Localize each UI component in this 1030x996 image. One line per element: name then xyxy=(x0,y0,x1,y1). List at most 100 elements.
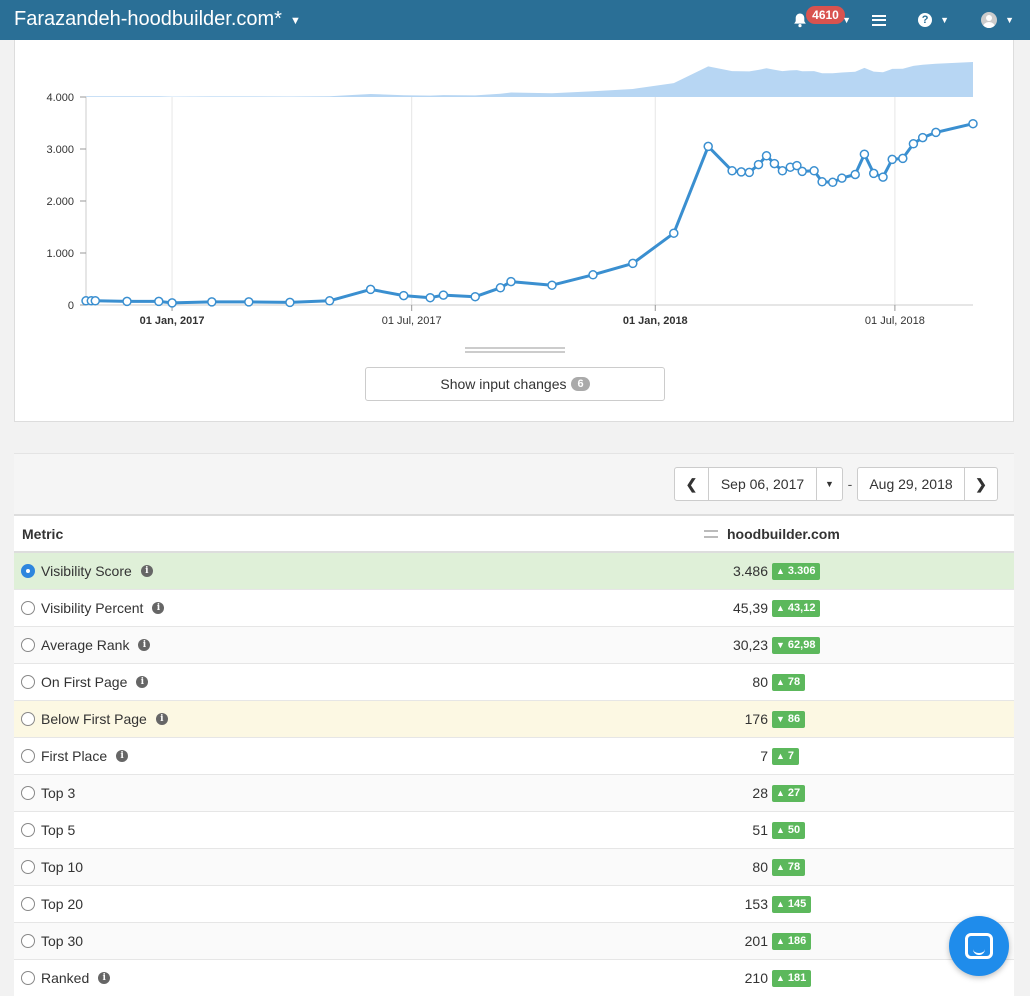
metric-column-header: Metric xyxy=(22,525,64,542)
table-row[interactable]: On First Page i 80 ▲ 78 xyxy=(14,664,1014,701)
chevron-up-icon: ▲ xyxy=(776,936,785,946)
table-row[interactable]: Below First Page i 176 ▼ 86 xyxy=(14,701,1014,738)
metric-value: 80 xyxy=(752,859,768,875)
metric-change-value: 27 xyxy=(787,787,801,799)
previous-date-button[interactable]: ❮ xyxy=(674,467,709,501)
info-circle-icon[interactable]: i xyxy=(116,750,129,762)
table-row[interactable]: Top 20 153 ▲ 145 xyxy=(14,886,1014,923)
metric-label: Top 20 xyxy=(41,896,83,912)
data-point xyxy=(809,166,819,176)
table-row[interactable]: Visibility Score i 3.486 ▲ 3.306 xyxy=(14,553,1014,590)
project-title: Farazandeh-hoodbuilder.com* xyxy=(14,8,282,30)
info-circle-icon[interactable]: i xyxy=(98,972,111,984)
top-navbar: Farazandeh-hoodbuilder.com* ▼ 4610 ▼ ? ▼… xyxy=(0,0,1030,40)
info-circle-icon[interactable]: i xyxy=(138,639,151,651)
metric-radio[interactable] xyxy=(21,712,35,726)
next-date-button[interactable]: ❯ xyxy=(965,467,998,501)
data-point xyxy=(438,290,449,300)
project-switcher[interactable]: Farazandeh-hoodbuilder.com* ▼ xyxy=(14,8,301,31)
chevron-down-icon: ▼ xyxy=(940,15,950,25)
metric-radio[interactable] xyxy=(21,786,35,800)
table-row[interactable]: Visibility Percent i 45,39 ▲ 43,12 xyxy=(14,590,1014,627)
projects-list-button[interactable] xyxy=(856,0,902,40)
y-tick-label: 1.000 xyxy=(46,248,74,260)
data-point xyxy=(908,139,919,149)
show-input-changes-label: Show input changes xyxy=(440,376,567,392)
chart-resize-handle[interactable] xyxy=(465,347,565,353)
data-point xyxy=(669,228,679,238)
metric-change-value: 7 xyxy=(787,750,795,762)
metric-change-badge: ▼ 62,98 xyxy=(772,636,821,654)
metric-name: Top 10 xyxy=(41,859,84,875)
metric-change-badge: ▲ 43,12 xyxy=(772,599,821,617)
x-tick-label: 01 Jan, 2017 xyxy=(140,315,205,327)
metric-name: Visibility Score xyxy=(41,563,132,579)
table-row[interactable]: Top 10 80 ▲ 78 xyxy=(14,849,1014,886)
metric-radio[interactable] xyxy=(21,934,35,948)
metric-value: 210 xyxy=(744,970,768,986)
data-point xyxy=(859,149,870,159)
metric-radio[interactable] xyxy=(21,971,35,985)
info-circle-icon[interactable]: i xyxy=(155,713,168,725)
y-tick-label: 0 xyxy=(68,300,74,312)
metric-radio[interactable] xyxy=(21,638,35,652)
metric-label: Visibility Percent i xyxy=(41,600,165,616)
metric-label: Top 3 xyxy=(41,785,75,801)
metric-change-badge: ▲ 181 xyxy=(772,969,812,987)
table-row[interactable]: First Place i 7 ▲ 7 xyxy=(14,738,1014,775)
notifications-menu[interactable]: 4610 ▼ xyxy=(776,0,856,40)
chevron-up-icon: ▲ xyxy=(776,603,785,613)
metric-change-badge: ▲ 7 xyxy=(772,747,800,765)
show-input-changes-button[interactable]: Show input changes 6 xyxy=(365,367,665,401)
table-row[interactable]: Top 5 51 ▲ 50 xyxy=(14,812,1014,849)
date-to-picker[interactable]: Aug 29, 2018 xyxy=(857,467,965,501)
metric-label: On First Page i xyxy=(41,674,149,690)
info-circle-icon[interactable]: i xyxy=(140,565,153,577)
metric-label: Top 30 xyxy=(41,933,83,949)
metric-radio[interactable] xyxy=(21,675,35,689)
chevron-up-icon: ▲ xyxy=(776,788,785,798)
metric-radio[interactable] xyxy=(21,897,35,911)
table-row[interactable]: Ranked i 210 ▲ 181 xyxy=(14,960,1014,996)
data-point xyxy=(425,292,435,303)
data-point xyxy=(753,159,764,170)
visibility-chart[interactable]: 0 1.000 2.000 3.000 4.000 01 Jan, 2017 01 Jul,… xyxy=(15,40,1015,340)
y-tick-label: 4.000 xyxy=(46,92,74,104)
table-row[interactable]: Top 30 201 ▲ 186 xyxy=(14,923,1014,960)
info-circle-icon[interactable]: i xyxy=(152,602,165,614)
domain-column-header: hoodbuilder.com xyxy=(704,526,840,542)
metric-value: 45,39 xyxy=(732,600,768,616)
metric-radio[interactable] xyxy=(21,749,35,763)
data-point xyxy=(324,296,335,306)
chat-widget-button[interactable] xyxy=(949,916,1009,976)
metric-value: 176 xyxy=(744,711,768,727)
metric-label: Below First Page i xyxy=(41,711,168,727)
metric-radio[interactable] xyxy=(21,601,35,615)
domain-icon xyxy=(704,529,718,538)
data-point xyxy=(727,166,737,176)
metric-radio[interactable] xyxy=(21,564,35,578)
chevron-down-icon: ▼ xyxy=(1005,15,1014,25)
metric-name: On First Page xyxy=(41,674,128,690)
data-point xyxy=(817,177,827,187)
x-tick-label: 01 Jul, 2017 xyxy=(382,315,442,327)
data-point xyxy=(154,296,164,307)
metric-name: Top 30 xyxy=(41,933,84,949)
metric-radio[interactable] xyxy=(21,823,35,837)
chevron-down-icon: ▼ xyxy=(776,640,785,650)
user-menu[interactable]: ▼ xyxy=(965,0,1030,40)
data-point xyxy=(207,297,217,307)
metric-change-badge: ▲ 3.306 xyxy=(772,562,821,580)
info-circle-icon[interactable]: i xyxy=(136,676,149,688)
table-row[interactable]: Average Rank i 30,23 ▼ 62,98 xyxy=(14,627,1014,664)
chevron-down-icon: ▼ xyxy=(289,15,301,27)
table-row[interactable]: Top 3 28 ▲ 27 xyxy=(14,775,1014,812)
metric-label: Average Rank i xyxy=(41,637,151,653)
metric-change-value: 145 xyxy=(787,898,807,910)
metric-radio[interactable] xyxy=(21,860,35,874)
date-from-picker[interactable]: Sep 06, 2017 xyxy=(709,467,817,501)
metric-name: Top 20 xyxy=(41,896,84,912)
help-menu[interactable]: ? ▼ xyxy=(902,0,965,40)
metric-name: Top 3 xyxy=(41,785,76,801)
date-from-dropdown[interactable]: ▼ xyxy=(817,467,843,501)
